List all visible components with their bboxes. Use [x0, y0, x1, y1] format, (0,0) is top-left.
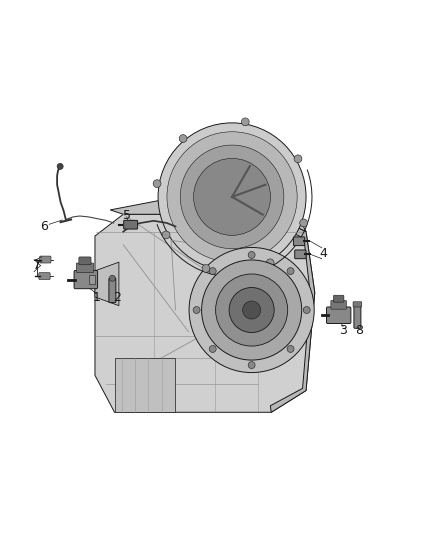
Circle shape [57, 163, 63, 169]
FancyBboxPatch shape [79, 257, 91, 265]
Text: 8: 8 [355, 325, 363, 337]
Circle shape [167, 132, 297, 262]
FancyBboxPatch shape [39, 272, 50, 279]
FancyBboxPatch shape [124, 220, 138, 229]
Circle shape [243, 301, 261, 319]
Circle shape [193, 306, 200, 313]
FancyBboxPatch shape [295, 250, 306, 259]
FancyBboxPatch shape [353, 302, 362, 307]
Circle shape [303, 306, 310, 313]
Circle shape [248, 252, 255, 259]
Circle shape [179, 135, 187, 142]
FancyBboxPatch shape [333, 295, 344, 302]
FancyBboxPatch shape [109, 278, 116, 303]
FancyBboxPatch shape [76, 263, 94, 272]
Circle shape [266, 259, 274, 266]
FancyBboxPatch shape [331, 301, 346, 309]
Circle shape [209, 268, 216, 274]
Circle shape [241, 118, 249, 126]
FancyBboxPatch shape [74, 270, 98, 289]
Text: 1: 1 [92, 292, 100, 304]
Circle shape [189, 247, 314, 373]
FancyBboxPatch shape [40, 256, 51, 263]
Circle shape [229, 287, 274, 333]
Circle shape [162, 231, 170, 239]
Polygon shape [95, 262, 119, 305]
Circle shape [209, 345, 216, 352]
Circle shape [248, 361, 255, 368]
Circle shape [158, 123, 306, 271]
Text: 2: 2 [113, 292, 120, 304]
FancyBboxPatch shape [326, 307, 351, 324]
Circle shape [215, 274, 288, 346]
Text: 5: 5 [123, 208, 131, 222]
Circle shape [194, 158, 271, 236]
FancyBboxPatch shape [89, 275, 95, 284]
FancyBboxPatch shape [293, 237, 305, 246]
Circle shape [201, 260, 302, 360]
Circle shape [153, 180, 161, 188]
Polygon shape [110, 197, 306, 232]
Circle shape [180, 145, 284, 249]
Polygon shape [270, 214, 315, 413]
Circle shape [294, 155, 302, 163]
FancyBboxPatch shape [354, 305, 361, 328]
Circle shape [110, 275, 116, 281]
Text: 4: 4 [319, 247, 327, 260]
Polygon shape [115, 358, 176, 413]
Text: 3: 3 [339, 325, 347, 337]
Circle shape [287, 345, 294, 352]
Circle shape [300, 219, 307, 227]
Text: 7: 7 [33, 259, 41, 272]
Circle shape [287, 268, 294, 274]
Circle shape [202, 264, 210, 272]
Text: 6: 6 [40, 220, 48, 232]
Polygon shape [95, 214, 315, 413]
